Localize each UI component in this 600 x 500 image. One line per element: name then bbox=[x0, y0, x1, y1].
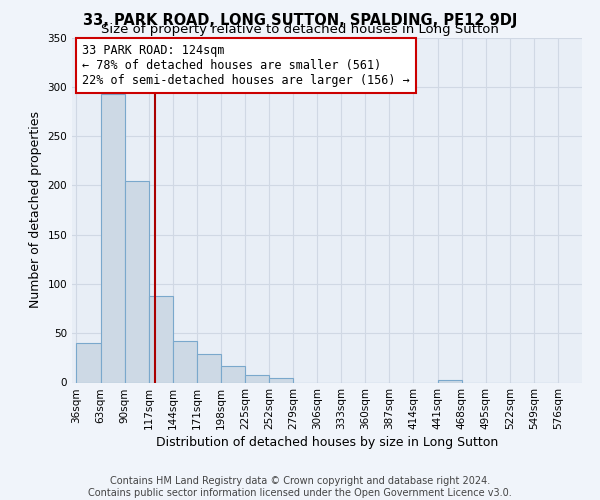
Text: 33 PARK ROAD: 124sqm
← 78% of detached houses are smaller (561)
22% of semi-deta: 33 PARK ROAD: 124sqm ← 78% of detached h… bbox=[82, 44, 410, 88]
Bar bbox=[101, 94, 125, 383]
Text: 33, PARK ROAD, LONG SUTTON, SPALDING, PE12 9DJ: 33, PARK ROAD, LONG SUTTON, SPALDING, PE… bbox=[83, 12, 517, 28]
Bar bbox=[76, 343, 101, 382]
Bar bbox=[149, 296, 173, 382]
Bar bbox=[245, 374, 269, 382]
Text: Contains HM Land Registry data © Crown copyright and database right 2024.
Contai: Contains HM Land Registry data © Crown c… bbox=[88, 476, 512, 498]
Bar bbox=[269, 378, 293, 382]
Bar bbox=[125, 182, 149, 382]
Bar bbox=[173, 341, 197, 382]
Text: Size of property relative to detached houses in Long Sutton: Size of property relative to detached ho… bbox=[101, 24, 499, 36]
X-axis label: Distribution of detached houses by size in Long Sutton: Distribution of detached houses by size … bbox=[156, 436, 498, 450]
Bar bbox=[197, 354, 221, 382]
Y-axis label: Number of detached properties: Number of detached properties bbox=[29, 112, 42, 308]
Bar bbox=[221, 366, 245, 382]
Bar bbox=[437, 380, 461, 382]
